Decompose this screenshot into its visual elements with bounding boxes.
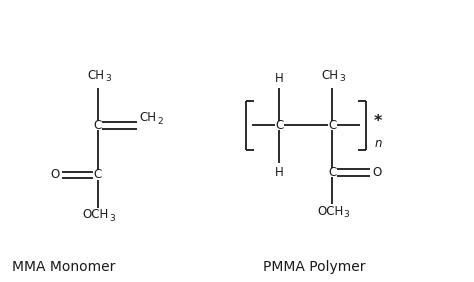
Text: 3: 3 [339,74,346,83]
Text: n: n [374,137,382,150]
Text: C: C [94,119,102,132]
Text: OCH: OCH [318,204,344,217]
Text: 2: 2 [157,117,163,126]
Text: O: O [372,166,382,179]
Text: *: * [374,114,383,129]
Text: O: O [51,168,60,181]
Text: CH: CH [87,69,104,82]
Text: 3: 3 [109,213,115,222]
Text: 3: 3 [344,210,349,219]
Text: C: C [275,119,283,132]
Text: C: C [94,168,102,181]
Text: C: C [328,119,337,132]
Text: CH: CH [321,69,338,82]
Text: OCH: OCH [83,208,109,221]
Text: CH: CH [140,111,157,124]
Text: H: H [275,72,284,85]
Text: PMMA Polymer: PMMA Polymer [263,261,365,274]
Text: H: H [275,166,284,179]
Text: C: C [328,166,337,179]
Text: 3: 3 [105,74,111,83]
Text: MMA Monomer: MMA Monomer [11,261,115,274]
